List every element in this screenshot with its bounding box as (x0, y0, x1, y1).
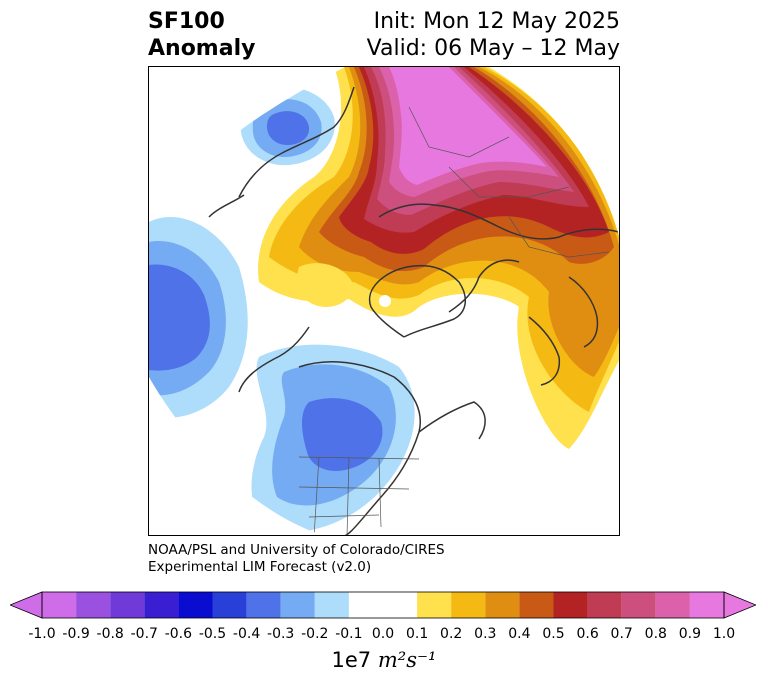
island-marker (379, 295, 391, 307)
colorbar-bin (178, 592, 213, 618)
colorbar-bin (246, 592, 281, 618)
colorbar-bin (314, 592, 349, 618)
credit-line-1: NOAA/PSL and University of Colorado/CIRE… (148, 542, 445, 558)
colorbar-under-arrow (10, 591, 43, 619)
colorbar-bin (212, 592, 247, 618)
colorbar-tick-label: -0.7 (130, 626, 158, 642)
colorbar-tick-label: -0.8 (96, 626, 124, 642)
units-math: m²s⁻¹ (377, 648, 437, 672)
colorbar-tick-label: -0.5 (198, 626, 227, 642)
colorbar-bin (417, 592, 452, 618)
colorbar-bin (451, 592, 486, 618)
colorbar-tick-label: -1.0 (28, 626, 56, 642)
colorbar-tick-label: 0.8 (644, 626, 667, 642)
colorbar-bin (42, 592, 77, 618)
colorbar-tick-label: -0.9 (62, 626, 90, 642)
title-line-1: SF100 (148, 9, 225, 34)
negative-anomaly-asia-0.3 (267, 111, 310, 145)
positive-anomaly-0.9 (389, 67, 547, 185)
colorbar-tick-label: 0.6 (576, 626, 599, 642)
colorbar-tick-label: 0.2 (440, 626, 463, 642)
colorbar-tick-label: -0.1 (335, 626, 363, 642)
colorbar-tick-label: 0.3 (474, 626, 497, 642)
colorbar-tick-label: 0.0 (371, 626, 395, 642)
colorbar-bin (348, 592, 418, 618)
colorbar-bin (485, 592, 520, 618)
colorbar-tick-label: 0.1 (405, 626, 429, 642)
anomaly-map (149, 67, 619, 535)
colorbar-bin (621, 592, 656, 618)
map-title: SF100 Anomaly (148, 8, 255, 62)
colorbar-tick-label: 0.5 (542, 626, 565, 642)
colorbar-tick-label: 1.0 (712, 626, 736, 642)
negative-anomaly-pacific-0.3 (149, 264, 210, 371)
colorbar-tick-label: 0.7 (610, 626, 633, 642)
colorbar (10, 591, 756, 619)
colorbar-over-arrow (723, 591, 756, 619)
init-date: Init: Mon 12 May 2025 (373, 9, 620, 34)
colorbar-bin (144, 592, 179, 618)
colorbar-bin (519, 592, 554, 618)
colorbar-tick-label: 0.9 (678, 626, 702, 642)
valid-range: Valid: 06 May – 12 May (366, 36, 620, 61)
title-line-2: Anomaly (148, 36, 256, 61)
colorbar-tick-label: -0.6 (164, 626, 193, 642)
borders (298, 106, 610, 535)
map-panel (148, 66, 620, 536)
negative-anomaly-namerica-0.3 (302, 398, 383, 472)
colorbar-bin (689, 592, 724, 618)
positive-anomaly-small-lobe (297, 263, 354, 307)
colorbar-units: 1e7 m²s⁻¹ (0, 648, 768, 672)
colorbar-bins (42, 592, 724, 618)
colorbar-bin (655, 592, 690, 618)
units-prefix: 1e7 (331, 648, 372, 672)
colorbar-bin (76, 592, 111, 618)
colorbar-bin (110, 592, 145, 618)
credit-block: NOAA/PSL and University of Colorado/CIRE… (148, 542, 445, 576)
forecast-dates: Init: Mon 12 May 2025 Valid: 06 May – 12… (367, 8, 620, 62)
colorbar-outline (41, 591, 725, 619)
coastlines (208, 86, 619, 535)
colorbar-tick-label: -0.2 (301, 626, 329, 642)
colorbar-tick-label: -0.4 (232, 626, 261, 642)
colorbar-tick-label: 0.4 (508, 626, 531, 642)
colorbar-bin (587, 592, 622, 618)
colorbar-bin (553, 592, 588, 618)
colorbar-bin (280, 592, 315, 618)
credit-line-2: Experimental LIM Forecast (v2.0) (148, 559, 372, 575)
colorbar-tick-labels: -1.0 -0.9 -0.8 -0.7 -0.6 -0.5 -0.4 -0.3 -0.2 -0.1… (0, 626, 768, 646)
colorbar-tick-label: -0.3 (267, 626, 295, 642)
